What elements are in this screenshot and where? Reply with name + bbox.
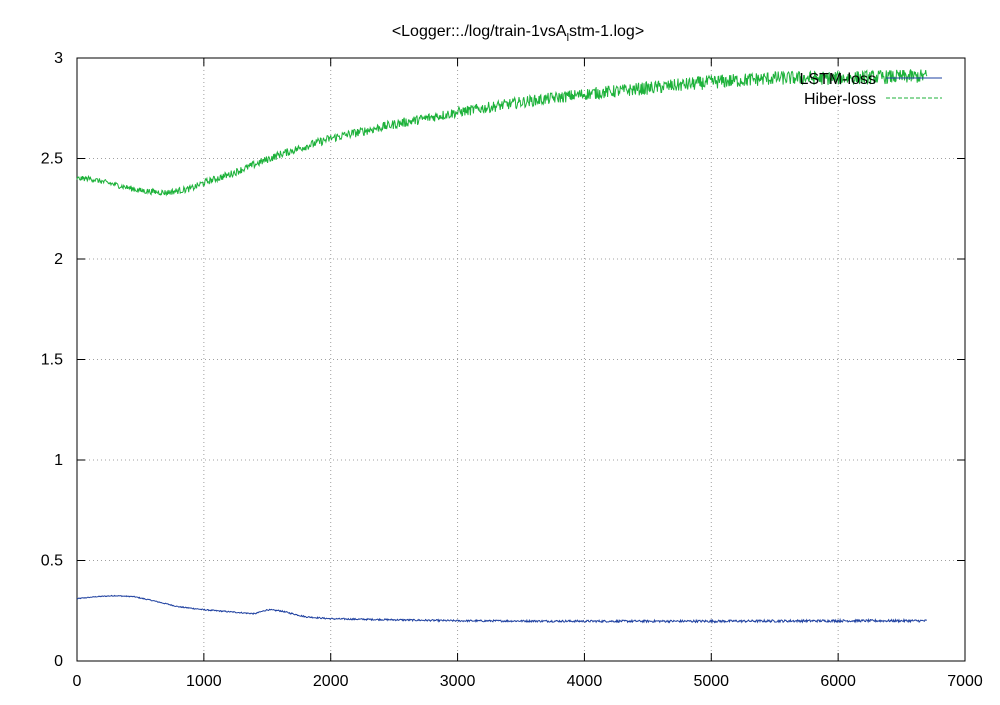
y-tick-label: 0	[54, 653, 63, 670]
y-tick-label: 3	[54, 50, 63, 67]
y-tick-label: 0.5	[41, 553, 63, 570]
legend: LSTM-loss Hiber-loss	[800, 71, 942, 108]
y-tick-label: 1	[54, 452, 63, 469]
y-tick-label: 2	[54, 251, 63, 268]
x-tick-label: 6000	[820, 673, 856, 690]
x-tick-label: 4000	[567, 673, 603, 690]
series-line-hiber-loss	[76, 69, 928, 197]
grid-layer	[77, 58, 965, 661]
chart-title: <Logger::./log/train-1vsAlstm-1.log>	[392, 23, 644, 44]
plot-frame	[76, 57, 966, 662]
series-layer	[76, 69, 928, 625]
y-tick-label: 2.5	[41, 151, 63, 168]
x-tick-label: 2000	[313, 673, 349, 690]
x-tick-label: 0	[73, 673, 82, 690]
x-tick-label: 7000	[947, 673, 983, 690]
legend-label: LSTM-loss	[800, 71, 876, 88]
x-tick-label: 5000	[693, 673, 729, 690]
x-tick-label: 1000	[186, 673, 222, 690]
series-line-lstm-loss	[76, 594, 927, 625]
legend-label: Hiber-loss	[804, 91, 876, 108]
x-tick-label: 3000	[440, 673, 476, 690]
axis-layer: 0 1000 2000 3000 4000 5000 6000 7000 0 0.5 1 1.5 2 2.…	[41, 50, 983, 690]
y-tick-label: 1.5	[41, 352, 63, 369]
